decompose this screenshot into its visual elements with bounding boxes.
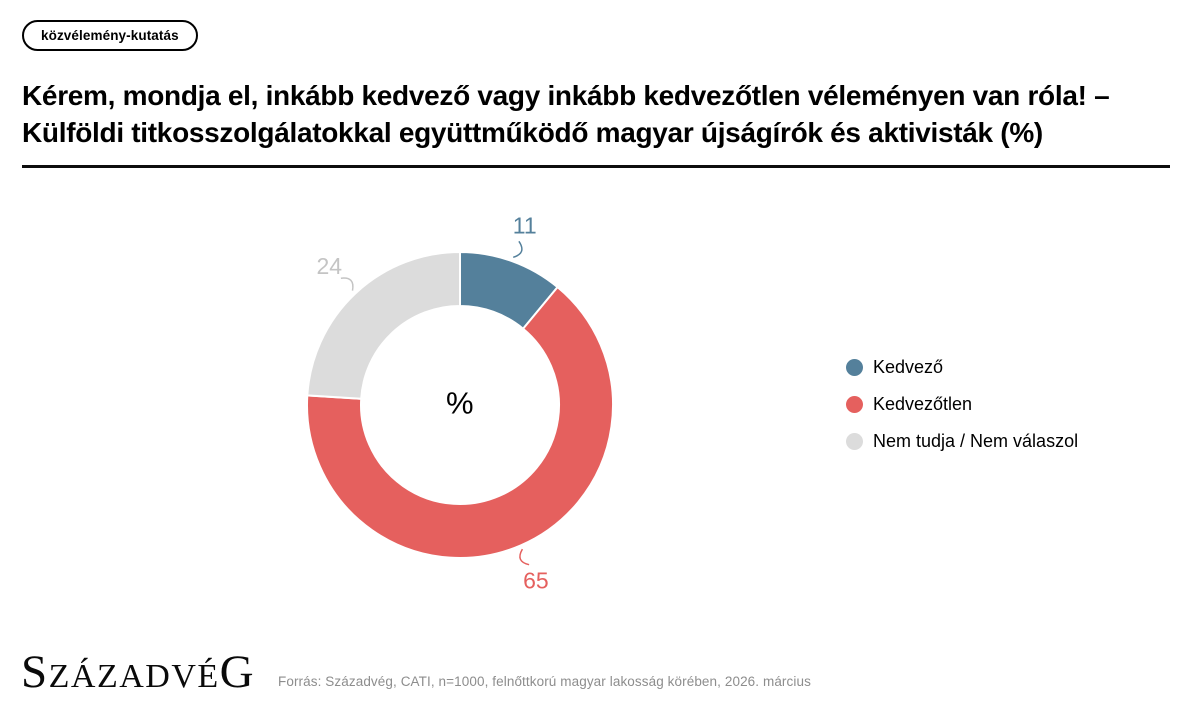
donut-chart: 11 65 24 — [305, 212, 614, 593]
legend-item-kedvezotlen[interactable]: Kedvezőtlen — [846, 386, 1078, 423]
donut-chart-area: 11 65 24 — [240, 185, 680, 625]
legend-label-kedvezo: Kedvező — [873, 357, 944, 377]
category-badge: közvélemény-kutatás — [22, 20, 198, 51]
chart-legend: Kedvező Kedvezőtlen Nem tudja / Nem vála… — [846, 349, 1078, 460]
chart-title-line-2: Külföldi titkosszolgálatokkal együttműkö… — [22, 117, 1043, 148]
legend-dot-kedvezotlen-icon — [846, 396, 863, 413]
title-divider — [22, 165, 1170, 168]
segment-value-label-1: 65 — [523, 567, 549, 593]
donut-center-label: % — [445, 385, 475, 421]
segment-leader-line-2 — [340, 277, 354, 291]
logo-tail: G — [219, 646, 256, 698]
chart-title: Kérem, mondja el, inkább kedvező vagy in… — [22, 77, 1182, 151]
legend-dot-kedvezo-icon — [846, 359, 863, 376]
segment-leader-line-1 — [519, 548, 530, 566]
legend-dot-nem-tudja-icon — [846, 433, 863, 450]
logo-mid: ZÁZADVÉ — [48, 658, 220, 695]
chart-title-line-1: Kérem, mondja el, inkább kedvező vagy in… — [22, 80, 1110, 111]
segment-leader-line-0 — [512, 240, 523, 259]
legend-item-kedvezo[interactable]: Kedvező — [846, 349, 1078, 386]
legend-label-kedvezotlen: Kedvezőtlen — [873, 394, 973, 414]
legend-item-nem-tudja[interactable]: Nem tudja / Nem válaszol — [846, 423, 1078, 460]
segment-value-label-2: 24 — [317, 253, 343, 279]
legend-label-nem-tudja: Nem tudja / Nem válaszol — [873, 431, 1079, 451]
logo-lead: S — [21, 646, 49, 698]
donut-segment-2[interactable] — [306, 250, 461, 400]
szazadveg-logo: SZÁZADVÉG — [21, 648, 255, 707]
category-badge-label: közvélemény-kutatás — [41, 28, 179, 43]
segment-value-label-0: 11 — [513, 212, 537, 238]
donut-segment-1[interactable] — [305, 285, 614, 559]
source-note: Forrás: Századvég, CATI, n=1000, felnőtt… — [278, 674, 811, 689]
